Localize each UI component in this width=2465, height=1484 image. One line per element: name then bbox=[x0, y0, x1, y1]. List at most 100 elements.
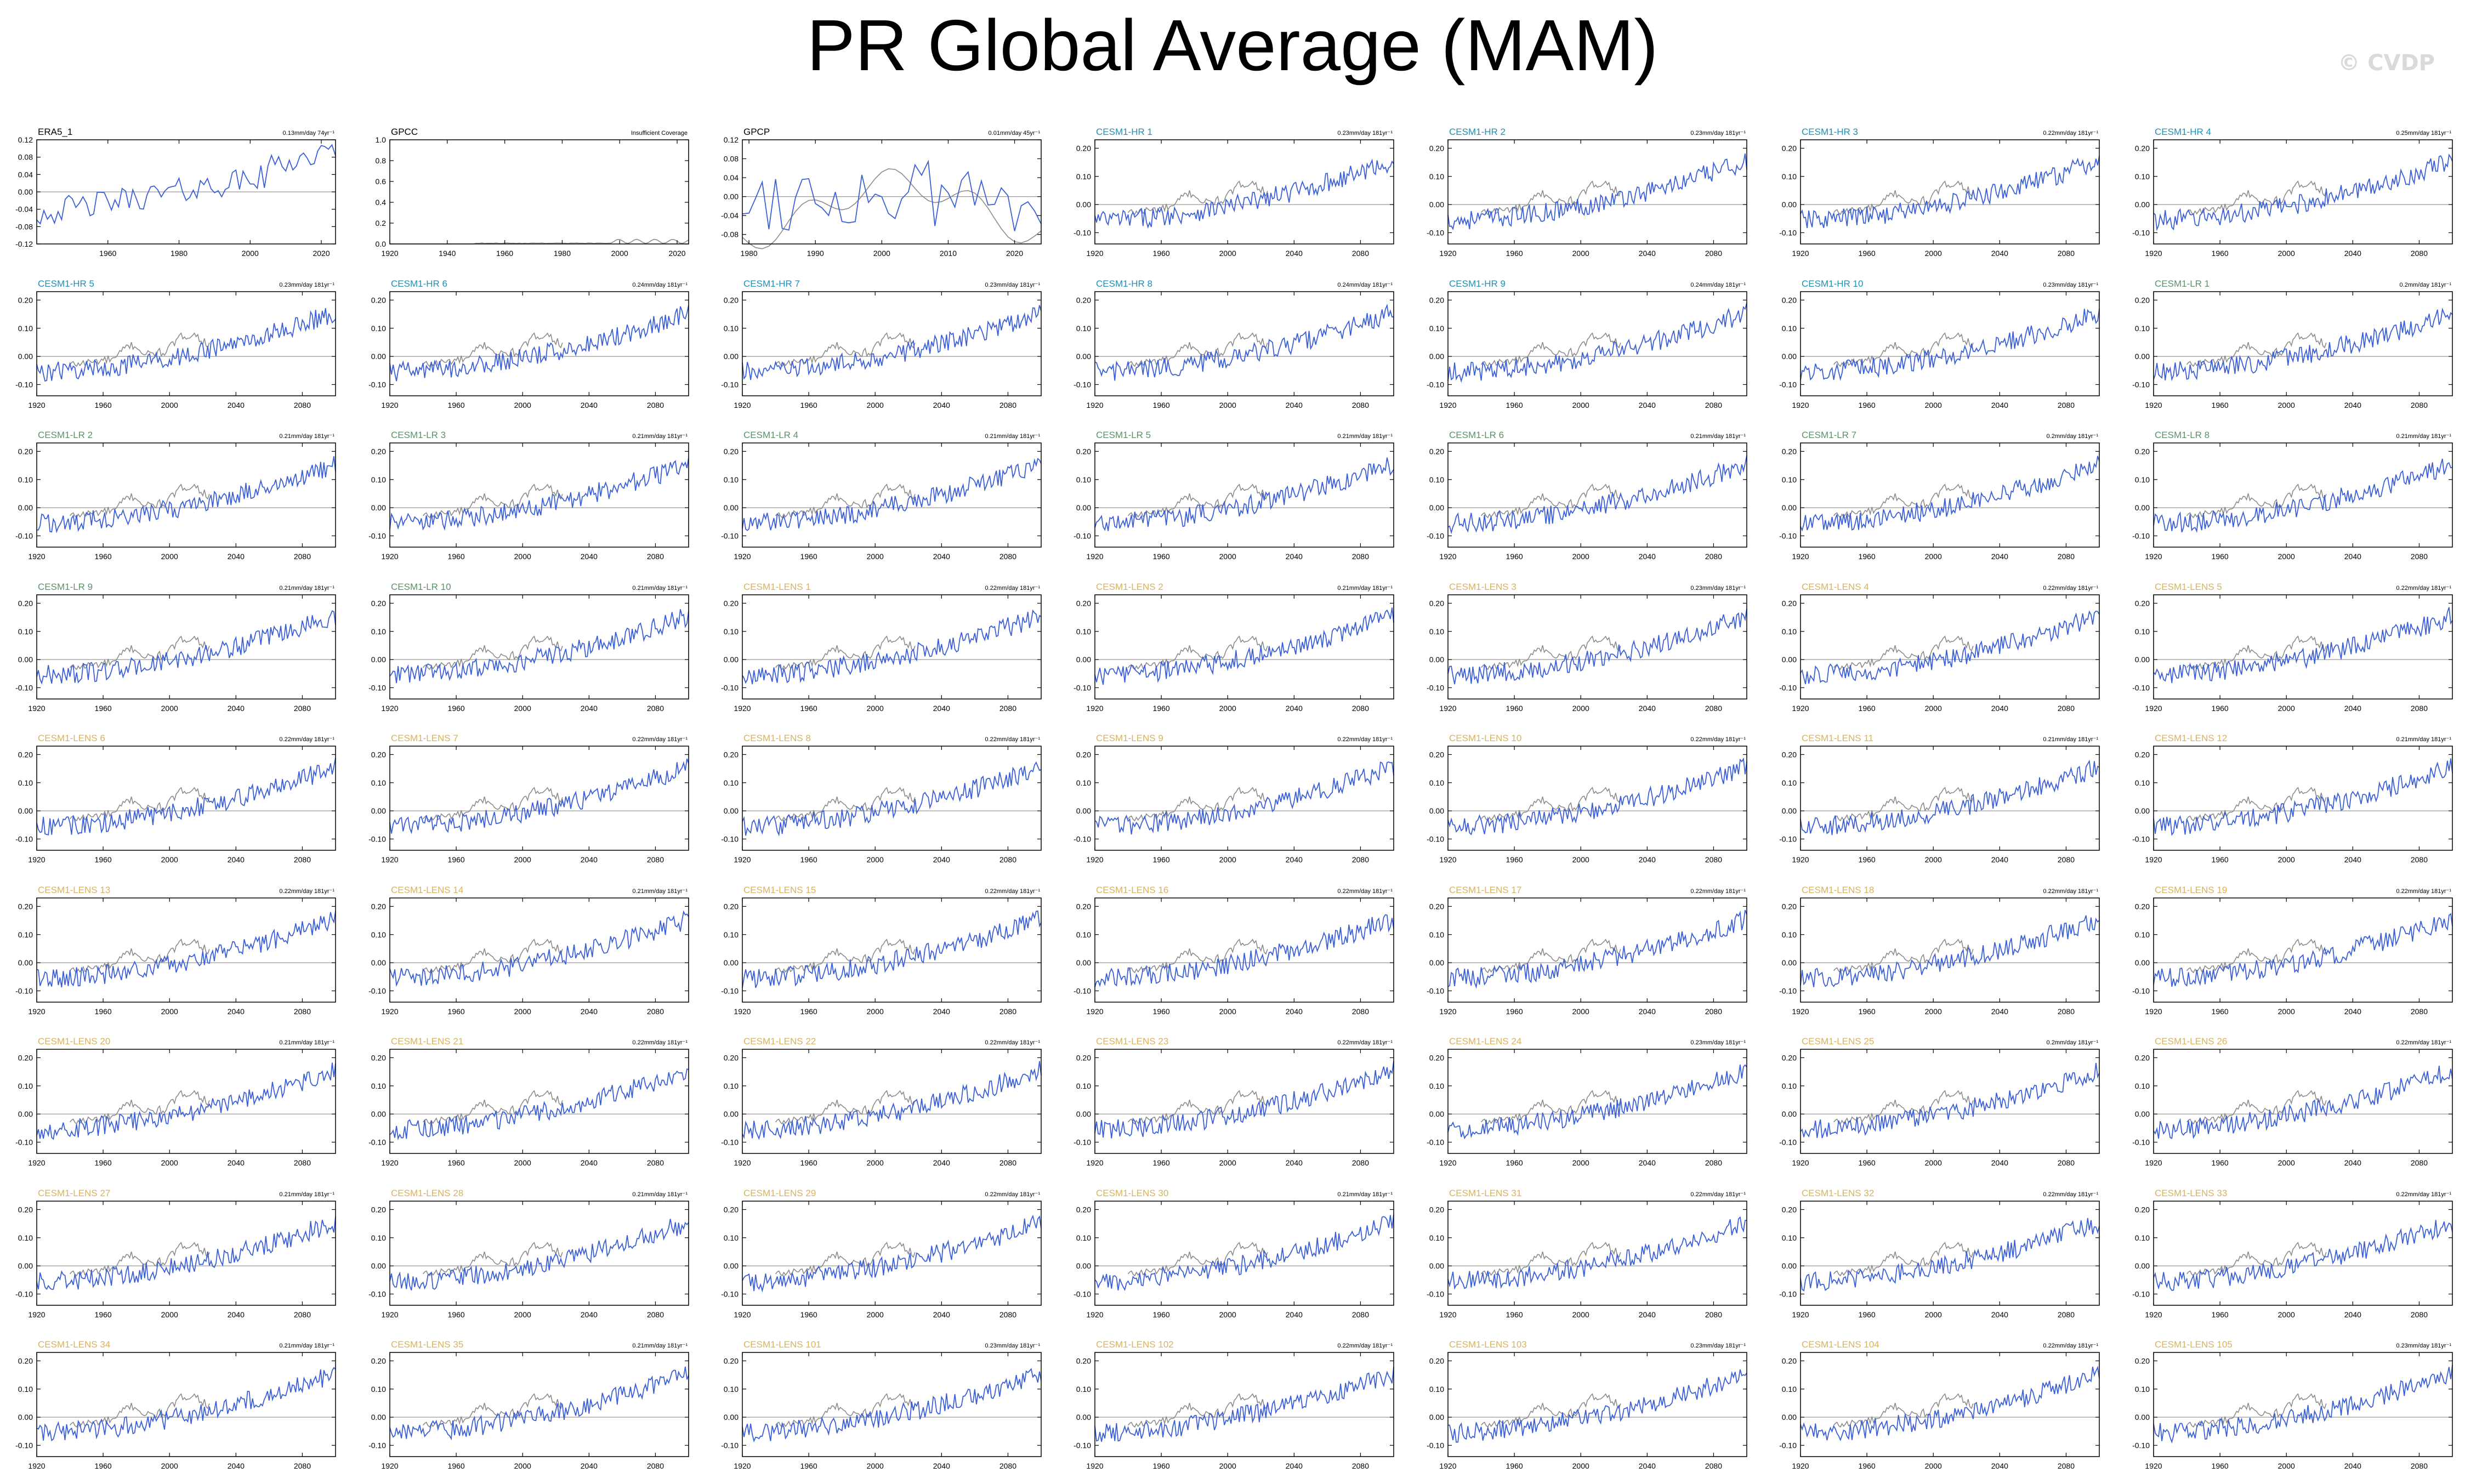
y-tick-label: 0.00 bbox=[1429, 1261, 1444, 1270]
observed-series-line bbox=[775, 1090, 916, 1125]
observed-series-line bbox=[1833, 332, 1974, 367]
x-tick-label: 1940 bbox=[439, 249, 456, 258]
y-tick-label: 0.00 bbox=[371, 352, 386, 361]
x-tick-label: 2040 bbox=[2344, 1158, 2361, 1167]
y-tick-label: 0.00 bbox=[371, 1110, 386, 1118]
observed-series-line bbox=[1833, 180, 1974, 215]
observed-series-line bbox=[69, 332, 210, 367]
trend-label: 0.21mm/day 181yr⁻¹ bbox=[2396, 736, 2451, 743]
x-tick-label: 1960 bbox=[2212, 552, 2229, 561]
x-tick-label: 2000 bbox=[867, 552, 884, 561]
x-tick-label: 1920 bbox=[28, 1310, 45, 1319]
x-tick-label: 2000 bbox=[2278, 552, 2295, 561]
panel-title: CESM1-LENS 19 bbox=[2155, 885, 2227, 895]
observed-series-line bbox=[69, 635, 210, 670]
y-tick-label: 0.00 bbox=[18, 655, 33, 664]
x-tick-label: 1920 bbox=[734, 1462, 751, 1470]
panel-title: CESM1-LENS 13 bbox=[38, 885, 110, 895]
trend-label: 0.22mm/day 181yr⁻¹ bbox=[985, 585, 1040, 592]
y-tick-label: 0.00 bbox=[724, 192, 739, 201]
x-tick-label: 2080 bbox=[1705, 1310, 1722, 1319]
x-tick-label: 1960 bbox=[2212, 1462, 2229, 1470]
plot-frame bbox=[36, 897, 336, 1003]
y-tick-label: 0.00 bbox=[2135, 200, 2150, 209]
x-tick-label: 2080 bbox=[2411, 1462, 2428, 1470]
x-tick-label: 2040 bbox=[933, 552, 950, 561]
x-tick-label: 2040 bbox=[581, 855, 598, 864]
x-tick-label: 2000 bbox=[1572, 1158, 1589, 1167]
plot-frame bbox=[742, 746, 1042, 851]
x-tick-label: 2000 bbox=[1219, 1158, 1236, 1167]
trend-label: 0.23mm/day 181yr⁻¹ bbox=[1690, 585, 1746, 592]
x-tick-label: 2000 bbox=[1572, 401, 1589, 410]
y-tick-label: 0.10 bbox=[1076, 172, 1091, 181]
panel-title: CESM1-LENS 18 bbox=[1802, 885, 1874, 895]
x-tick-label: 2040 bbox=[1286, 1007, 1303, 1016]
trend-label: 0.2mm/day 181yr⁻¹ bbox=[2400, 282, 2452, 288]
x-tick-label: 1920 bbox=[1086, 552, 1103, 561]
panel-title: CESM1-HR 5 bbox=[38, 278, 94, 289]
x-tick-label: 1960 bbox=[1153, 552, 1170, 561]
y-tick-label: 0.00 bbox=[2135, 1413, 2150, 1422]
trend-label: 0.24mm/day 181yr⁻¹ bbox=[1337, 282, 1393, 288]
x-tick-label: 1920 bbox=[1792, 855, 1809, 864]
series-line bbox=[1448, 1369, 1747, 1443]
y-tick-label: -0.10 bbox=[368, 986, 386, 995]
panel-title: CESM1-LENS 24 bbox=[1449, 1036, 1521, 1047]
panel-cesm1-lens-23: CESM1-LENS 23 0.22mm/day 181yr⁻¹ 0.20 0.10 0… bbox=[1074, 1036, 1394, 1167]
observed-series-line bbox=[742, 168, 1042, 249]
y-tick-label: 0.00 bbox=[371, 958, 386, 967]
trend-label: 0.22mm/day 181yr⁻¹ bbox=[1337, 888, 1393, 895]
x-tick-label: 1960 bbox=[448, 401, 465, 410]
trend-label: 0.22mm/day 181yr⁻¹ bbox=[985, 888, 1040, 895]
y-tick-label: -0.10 bbox=[2132, 1138, 2150, 1146]
x-tick-label: 2040 bbox=[1286, 1462, 1303, 1470]
y-tick-label: 0.20 bbox=[724, 902, 739, 911]
y-tick-label: 0.00 bbox=[18, 503, 33, 512]
observed-series-line bbox=[1480, 1090, 1621, 1125]
panel-cesm1-lens-15: CESM1-LENS 15 0.22mm/day 181yr⁻¹ 0.20 0.10 0… bbox=[721, 885, 1042, 1016]
x-tick-label: 1960 bbox=[2212, 855, 2229, 864]
x-tick-label: 1960 bbox=[99, 249, 116, 258]
y-tick-label: -0.10 bbox=[1779, 683, 1797, 692]
panel-title: CESM1-LENS 30 bbox=[1096, 1188, 1168, 1198]
series-line bbox=[1800, 915, 2100, 987]
x-tick-label: 1920 bbox=[2145, 704, 2162, 713]
series-line bbox=[36, 308, 336, 382]
y-tick-label: -0.10 bbox=[368, 683, 386, 692]
x-tick-label: 1960 bbox=[1506, 1462, 1523, 1470]
y-tick-label: -0.10 bbox=[1427, 380, 1444, 389]
panel-title: CESM1-HR 2 bbox=[1449, 127, 1506, 137]
y-tick-label: 0.20 bbox=[2135, 902, 2150, 911]
observed-series-line bbox=[1127, 180, 1268, 215]
panel-title: CESM1-LENS 8 bbox=[743, 733, 811, 743]
trend-label: 0.21mm/day 181yr⁻¹ bbox=[632, 1343, 688, 1349]
y-tick-label: 0.10 bbox=[724, 323, 739, 332]
series-line bbox=[1447, 757, 1747, 835]
y-tick-label: -0.10 bbox=[368, 1289, 386, 1298]
plot-frame bbox=[1447, 897, 1747, 1003]
plot-frame bbox=[36, 1049, 336, 1154]
y-tick-label: -0.10 bbox=[721, 986, 739, 995]
x-tick-label: 2080 bbox=[2411, 1310, 2428, 1319]
trend-label: 0.21mm/day 181yr⁻¹ bbox=[279, 585, 334, 592]
x-tick-label: 1920 bbox=[381, 704, 398, 713]
y-tick-label: 0.00 bbox=[1076, 200, 1091, 209]
x-tick-label: 1960 bbox=[2212, 1310, 2229, 1319]
x-tick-label: 2080 bbox=[999, 552, 1016, 561]
trend-label: 0.22mm/day 181yr⁻¹ bbox=[985, 1191, 1040, 1198]
series-line bbox=[742, 458, 1042, 531]
x-tick-label: 2080 bbox=[294, 552, 311, 561]
x-tick-label: 1920 bbox=[1792, 552, 1809, 561]
x-tick-label: 2080 bbox=[1352, 1310, 1369, 1319]
x-tick-label: 2040 bbox=[581, 401, 598, 410]
y-tick-label: 0.00 bbox=[1076, 958, 1091, 967]
panel-title: CESM1-LR 2 bbox=[38, 430, 93, 440]
panel-title: CESM1-LENS 22 bbox=[743, 1036, 816, 1047]
x-tick-label: 2000 bbox=[514, 401, 531, 410]
panel-title: CESM1-LENS 29 bbox=[743, 1188, 816, 1198]
trend-label: 0.23mm/day 181yr⁻¹ bbox=[2043, 282, 2098, 288]
panel-title: CESM1-LR 3 bbox=[391, 430, 446, 440]
observed-series-line bbox=[1833, 787, 1974, 822]
